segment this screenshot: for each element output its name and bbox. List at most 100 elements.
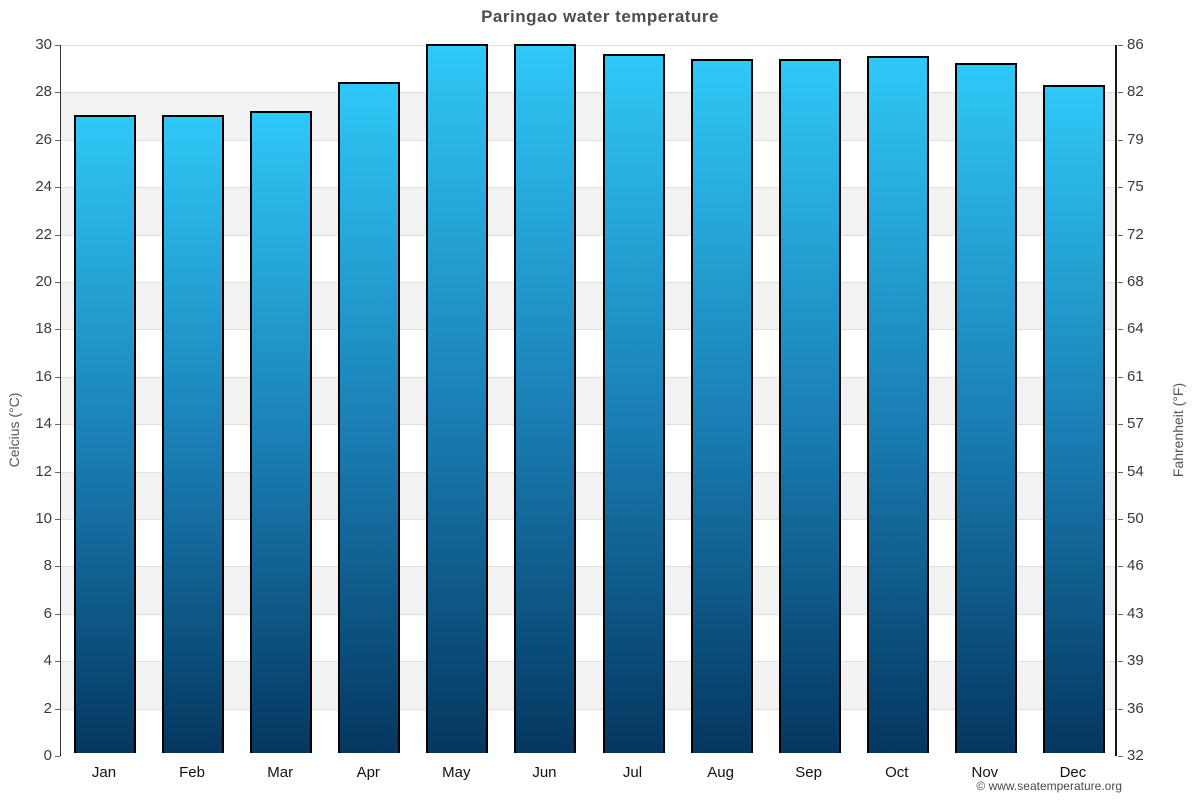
plot-band: [61, 661, 1115, 709]
bar-Apr[interactable]: [338, 82, 401, 753]
month-label-Feb: Feb: [179, 764, 205, 781]
bar-Feb[interactable]: [162, 115, 225, 753]
bar-Sep[interactable]: [778, 58, 841, 753]
plot-band: [61, 234, 1115, 282]
fahrenheit-tickmark: [1118, 45, 1123, 46]
fahrenheit-tickmark: [1118, 613, 1123, 615]
celsius-tickmark: [55, 45, 60, 46]
plot-band: [61, 566, 1115, 614]
bar-Aug[interactable]: [690, 58, 753, 753]
celsius-tickmark: [55, 566, 60, 568]
celsius-tick-label: 30: [35, 36, 52, 53]
gridline: [61, 234, 1115, 236]
fahrenheit-tick-label: 54: [1127, 462, 1144, 480]
fahrenheit-tickmark: [1118, 329, 1123, 331]
celsius-tickmark: [55, 519, 60, 520]
chart-title: Paringao water temperature: [481, 7, 719, 26]
fahrenheit-tickmark: [1118, 282, 1123, 283]
fahrenheit-tickmark: [1118, 234, 1123, 236]
fahrenheit-tick-label: 50: [1127, 510, 1144, 527]
celsius-tick-label: 28: [35, 83, 52, 101]
month-label-Oct: Oct: [885, 764, 909, 781]
celsius-tickmark: [55, 661, 60, 663]
bar-Mar[interactable]: [250, 110, 313, 753]
fahrenheit-tick-label: 57: [1127, 415, 1144, 433]
fahrenheit-tick-label: 64: [1127, 320, 1144, 338]
gridline: [61, 471, 1115, 473]
celsius-tickmark: [55, 187, 60, 189]
celsius-tick-label: 4: [43, 652, 52, 670]
gridline: [61, 661, 1115, 663]
bar-Jul[interactable]: [602, 53, 665, 753]
month-label-Mar: Mar: [267, 764, 294, 781]
fahrenheit-tickmark: [1118, 92, 1123, 94]
bar-Jun[interactable]: [514, 44, 577, 753]
month-label-Jul: Jul: [622, 764, 643, 781]
bar-Dec[interactable]: [1042, 84, 1105, 753]
gridline: [61, 613, 1115, 615]
celsius-tickmark: [55, 139, 60, 141]
celsius-tickmark: [55, 92, 60, 94]
celsius-tickmark: [55, 756, 60, 757]
gridline: [61, 329, 1115, 331]
plot-band: [61, 187, 1115, 235]
bar-Oct[interactable]: [866, 56, 929, 753]
celsius-tickmark: [55, 471, 60, 473]
month-label-Aug: Aug: [707, 764, 734, 781]
plot-area: [60, 44, 1117, 756]
fahrenheit-tick-label: 43: [1127, 604, 1144, 622]
plot-band: [61, 471, 1115, 519]
celsius-tick-label: 8: [43, 557, 52, 575]
celsius-tickmark: [55, 613, 60, 615]
month-label-Sep: Sep: [795, 764, 822, 781]
fahrenheit-tickmark: [1118, 566, 1123, 568]
plot-band: [61, 92, 1115, 140]
gridline: [61, 282, 1115, 283]
celsius-tick-label: 12: [35, 462, 52, 480]
gridline: [61, 139, 1115, 141]
celsius-tick-label: 16: [35, 367, 52, 385]
celsius-tickmark: [55, 376, 60, 378]
plot-band: [61, 282, 1115, 330]
celsius-tick-label: 2: [43, 699, 52, 717]
fahrenheit-tickmark: [1118, 471, 1123, 473]
month-label-Dec: Dec: [1059, 764, 1087, 781]
gridline: [61, 424, 1115, 426]
celsius-tick-label: 20: [35, 273, 52, 290]
fahrenheit-tickmark: [1118, 376, 1123, 378]
celsius-tick-label: 6: [43, 604, 52, 622]
bar-Jan[interactable]: [74, 115, 137, 753]
fahrenheit-tick-label: 86: [1127, 36, 1144, 53]
celsius-tickmark: [55, 708, 60, 710]
gridline: [61, 376, 1115, 378]
plot-band: [61, 45, 1115, 93]
gridline: [61, 187, 1115, 189]
fahrenheit-tickmark: [1118, 756, 1123, 757]
plot-band: [61, 613, 1115, 662]
fahrenheit-tickmark: [1118, 708, 1123, 710]
celsius-tickmark: [55, 282, 60, 283]
fahrenheit-tick-label: 68: [1127, 273, 1144, 290]
fahrenheit-tick-label: 46: [1127, 557, 1144, 575]
fahrenheit-tick-label: 82: [1127, 83, 1144, 101]
gridline: [61, 519, 1115, 520]
plot-band: [61, 519, 1115, 567]
fahrenheit-tick-label: 79: [1127, 130, 1144, 148]
bar-Nov[interactable]: [954, 63, 1017, 753]
fahrenheit-tickmark: [1118, 187, 1123, 189]
celsius-tick-label: 0: [43, 747, 52, 764]
month-label-Apr: Apr: [356, 764, 380, 781]
fahrenheit-tickmark: [1118, 139, 1123, 141]
fahrenheit-tickmark: [1118, 661, 1123, 663]
plot-band: [61, 329, 1115, 377]
bar-May[interactable]: [426, 44, 489, 753]
celsius-tick-label: 14: [35, 415, 52, 433]
fahrenheit-tickmark: [1118, 519, 1123, 520]
month-label-Nov: Nov: [971, 764, 999, 781]
celsius-tickmark: [55, 329, 60, 331]
fahrenheit-tick-label: 61: [1127, 367, 1144, 385]
celsius-tick-label: 24: [35, 178, 52, 196]
celsius-tickmark: [55, 234, 60, 236]
fahrenheit-tickmark: [1118, 424, 1123, 426]
